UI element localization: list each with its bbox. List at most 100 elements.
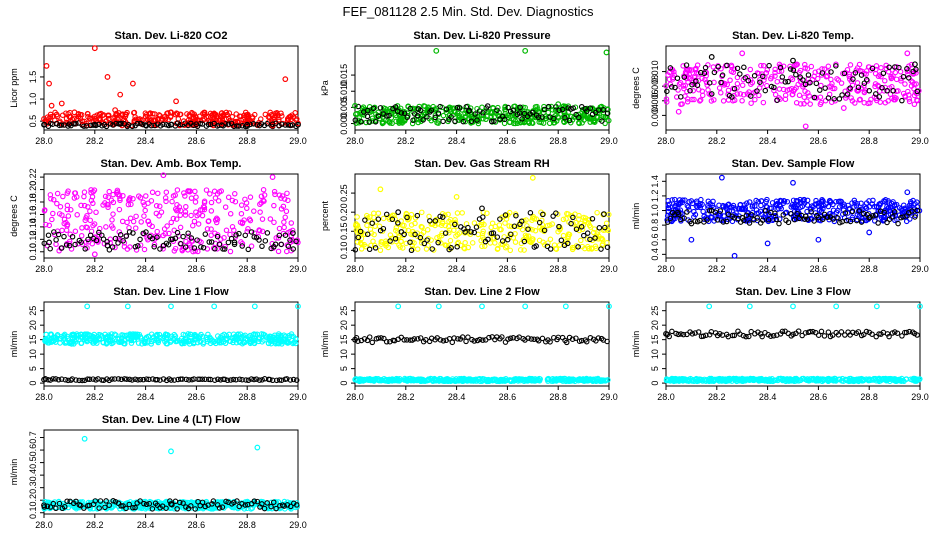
panel-2: Stan. Dev. Li-820 Temp.degrees C28.0 28.2… xyxy=(631,30,929,146)
data-point xyxy=(818,82,824,89)
data-point xyxy=(103,224,109,230)
data-point-black xyxy=(599,118,605,124)
data-point xyxy=(87,217,94,224)
y-tick-label: 10 xyxy=(28,349,38,359)
x-tick-label: 28.2 xyxy=(708,136,726,146)
data-point xyxy=(496,222,503,228)
data-point-black xyxy=(456,105,463,111)
data-point xyxy=(189,111,196,117)
series-point-points xyxy=(840,105,847,111)
data-point xyxy=(165,116,172,123)
data-point xyxy=(191,218,198,225)
data-point xyxy=(50,210,56,217)
data-point-black xyxy=(369,339,376,346)
data-point xyxy=(119,218,126,225)
y-tick-label: 0.004 xyxy=(650,104,660,127)
data-point xyxy=(592,119,598,125)
data-point-black xyxy=(197,120,203,127)
data-point xyxy=(105,112,112,118)
series-point-points xyxy=(155,116,162,122)
y-tick-label: 0.15 xyxy=(339,223,349,241)
y-tick-label: 15 xyxy=(339,335,349,345)
data-point xyxy=(534,106,541,112)
y-tick-label: 5 xyxy=(28,366,38,371)
data-point xyxy=(371,104,378,111)
data-point-black xyxy=(600,107,607,113)
data-point xyxy=(222,204,229,210)
series-point-black xyxy=(168,121,174,128)
panel-title: Stan. Dev. Li-820 Temp. xyxy=(732,30,854,42)
data-point xyxy=(186,112,193,118)
series-point-points xyxy=(282,76,289,83)
x-tick-label: 28.4 xyxy=(759,392,777,402)
data-point-black xyxy=(521,110,528,117)
data-point xyxy=(190,222,196,229)
x-tick-label: 28.2 xyxy=(86,520,104,530)
data-point xyxy=(75,113,82,120)
data-point xyxy=(138,219,144,225)
data-point xyxy=(227,211,234,217)
series-point-points xyxy=(71,109,78,116)
data-point-black xyxy=(562,114,568,121)
data-point xyxy=(212,195,219,201)
data-point-black xyxy=(899,97,905,104)
y-tick-label: 10 xyxy=(650,349,660,359)
data-point xyxy=(288,220,295,226)
y-tick-label: 20 xyxy=(650,320,660,330)
series-point-points xyxy=(706,303,713,310)
y-tick-label: 0.22 xyxy=(28,168,38,186)
data-point-black xyxy=(437,103,443,110)
series-point-points xyxy=(377,186,384,193)
data-point-black xyxy=(839,92,845,98)
series-point-points xyxy=(104,74,111,80)
data-point-black xyxy=(519,116,525,122)
data-point-black xyxy=(112,235,119,242)
data-point-black xyxy=(432,114,438,121)
data-point xyxy=(492,240,498,246)
series-point-points xyxy=(395,303,402,310)
y-axis-label: kPa xyxy=(320,80,330,96)
data-point-black xyxy=(474,117,480,123)
data-point xyxy=(53,241,59,248)
data-point xyxy=(790,197,797,204)
x-tick-label: 28.2 xyxy=(708,392,726,402)
y-tick-label: 0 xyxy=(339,381,349,386)
data-point xyxy=(502,103,509,110)
data-point-black xyxy=(276,123,282,129)
data-point-black xyxy=(491,118,497,125)
plot-frame xyxy=(665,301,921,387)
data-point xyxy=(419,209,425,216)
x-tick-label: 28.6 xyxy=(188,392,206,402)
y-tick-label: 0.25 xyxy=(339,184,349,202)
y-tick-label: 15 xyxy=(28,335,38,345)
series-point-black xyxy=(244,121,251,128)
data-point-black xyxy=(595,107,602,113)
data-point xyxy=(451,105,457,111)
data-point xyxy=(132,225,139,231)
data-point xyxy=(87,208,93,215)
data-point xyxy=(760,99,767,106)
data-point-black xyxy=(494,107,500,114)
x-tick-label: 28.2 xyxy=(708,264,726,274)
data-point-black xyxy=(556,107,562,114)
series-point-points xyxy=(142,113,149,120)
data-point xyxy=(247,194,254,200)
data-point-black xyxy=(547,246,554,252)
figure-title: FEF_081128 2.5 Min. Std. Dev. Diagnostic… xyxy=(343,4,594,19)
y-tick-label: 0.6 xyxy=(28,444,38,457)
data-point-black xyxy=(776,220,782,227)
data-point xyxy=(276,225,283,232)
data-point xyxy=(435,120,442,126)
data-point-black xyxy=(468,118,475,124)
data-point xyxy=(602,114,609,121)
data-point-black xyxy=(285,243,292,249)
data-point-black xyxy=(140,121,146,128)
data-point xyxy=(141,246,148,253)
y-axis-label: ml/min xyxy=(320,331,330,358)
data-point xyxy=(734,81,741,87)
data-point xyxy=(495,104,501,111)
y-axis-label: degrees C xyxy=(631,67,641,109)
data-point xyxy=(148,198,155,204)
data-point xyxy=(560,232,567,239)
